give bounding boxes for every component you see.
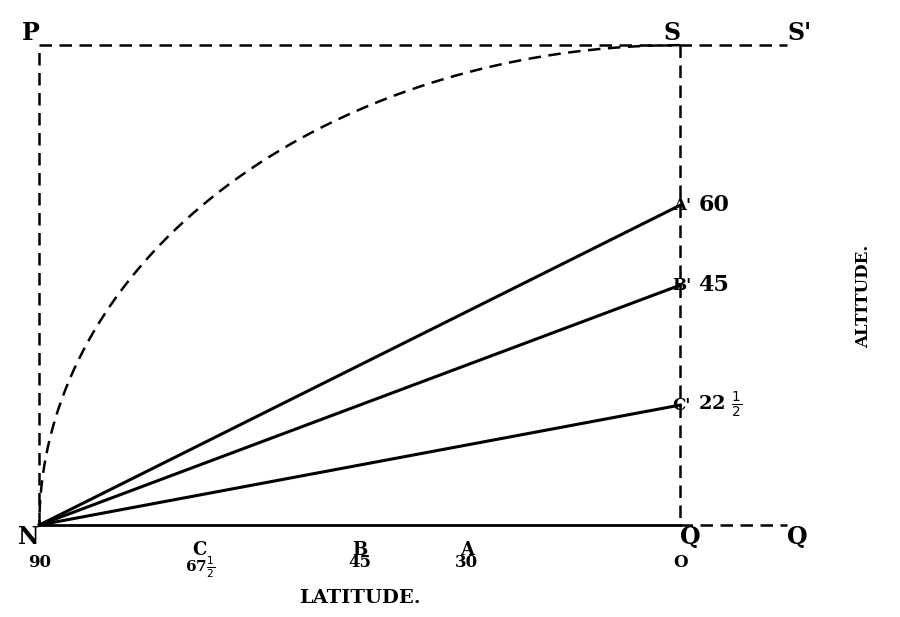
Text: C: C [193,541,207,559]
Text: S': S' [788,21,812,45]
Text: 45: 45 [698,274,729,296]
Text: A': A' [673,197,691,213]
Text: 90: 90 [28,554,51,571]
Text: B: B [352,541,367,559]
Text: Q: Q [680,525,701,549]
Text: 67$\frac{1}{2}$: 67$\frac{1}{2}$ [184,554,214,580]
Text: B': B' [671,276,691,294]
Text: Q: Q [788,525,808,549]
Text: LATITUDE.: LATITUDE. [299,589,420,607]
Text: 30: 30 [455,554,478,571]
Text: 45: 45 [348,554,372,571]
Text: 60: 60 [698,194,729,216]
Text: ALTITUDE.: ALTITUDE. [856,244,872,348]
Text: A: A [460,541,473,559]
Text: S: S [663,21,680,45]
Text: P: P [22,21,40,45]
Text: O: O [673,554,688,571]
Text: C': C' [672,397,691,413]
Text: N: N [18,525,40,549]
Text: 22 $\frac{1}{2}$: 22 $\frac{1}{2}$ [698,390,742,420]
